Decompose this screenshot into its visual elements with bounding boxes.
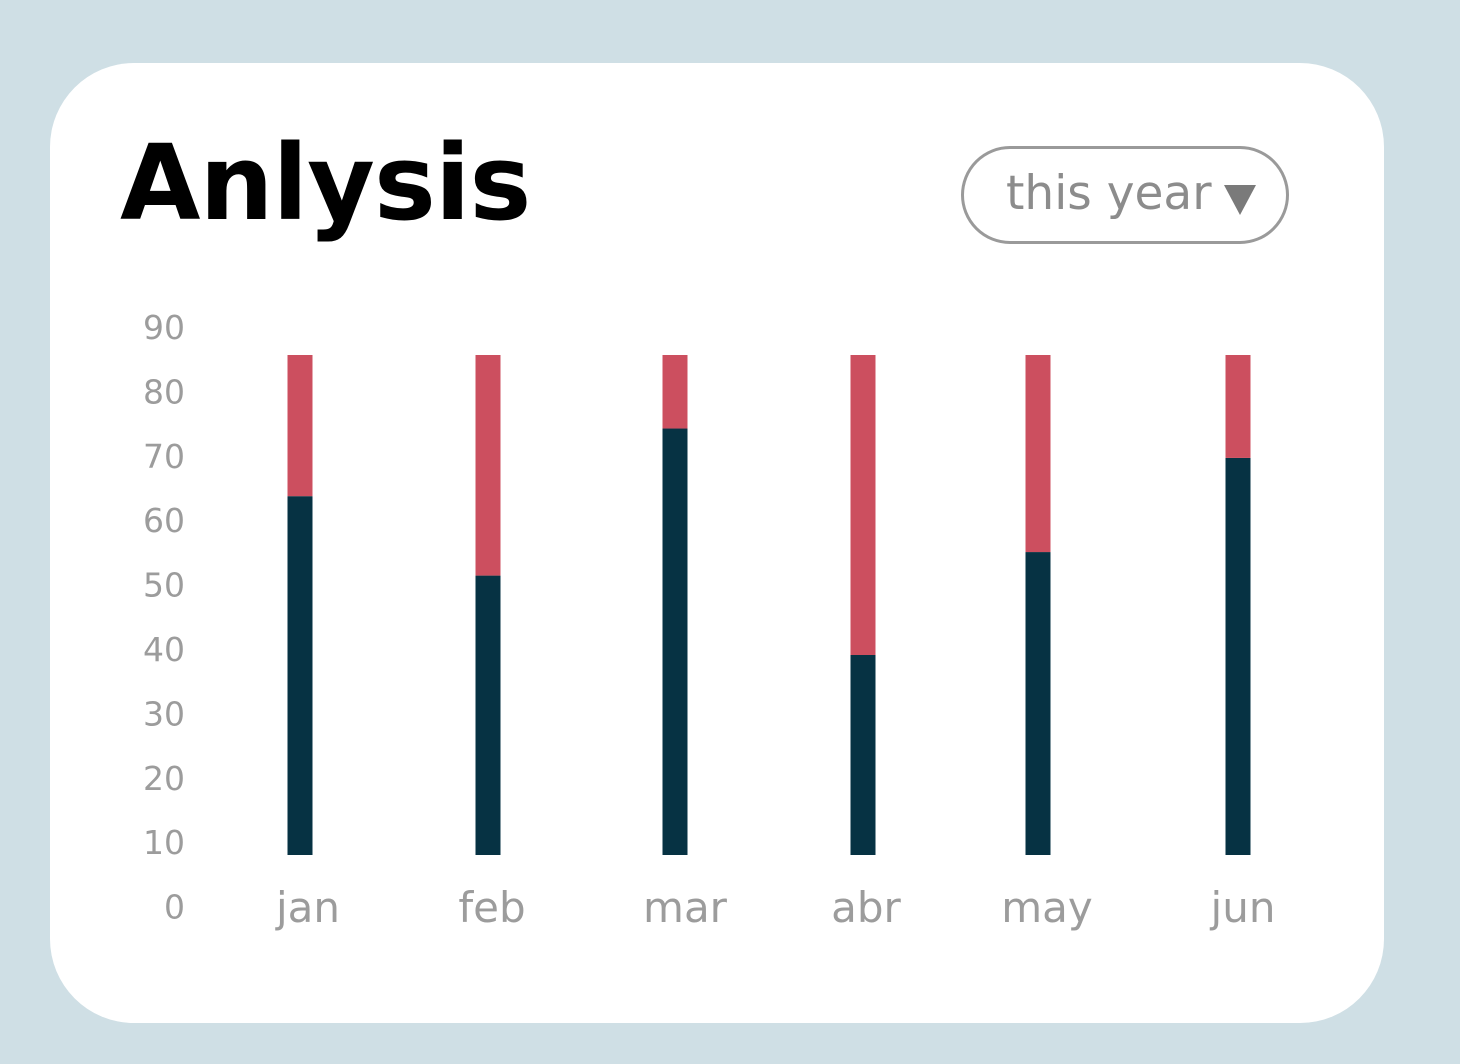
bar-jun-series-2: [1225, 355, 1251, 458]
x-tick-label-jan: jan: [275, 883, 340, 932]
y-tick-label: 80: [143, 372, 185, 411]
x-tick-label-feb: feb: [458, 883, 525, 932]
triangle-down-icon: [1224, 185, 1256, 215]
bar-mar-series-2: [662, 355, 688, 429]
x-tick-label-abr: abr: [831, 883, 901, 932]
period-dropdown[interactable]: this year: [961, 146, 1289, 244]
bar-mar-series-1: [662, 428, 688, 855]
bar-abr-series-2: [850, 355, 876, 655]
y-tick-label: 50: [143, 566, 185, 605]
page-title: Anlysis: [120, 122, 531, 244]
y-tick-label: 40: [143, 630, 185, 669]
bar-jan-series-1: [287, 496, 313, 855]
y-tick-label: 20: [143, 759, 185, 798]
bar-feb-series-1: [475, 575, 501, 855]
y-tick-label: 10: [143, 823, 185, 862]
y-tick-label: 0: [164, 888, 185, 927]
bar-feb-series-2: [475, 355, 501, 576]
y-tick-label: 70: [143, 437, 185, 476]
x-tick-label-jun: jun: [1210, 883, 1276, 932]
x-tick-label-may: may: [1001, 883, 1093, 932]
bar-jan-series-2: [287, 355, 313, 497]
period-dropdown-value: this year: [1006, 166, 1212, 221]
y-tick-label: 90: [143, 308, 185, 347]
bar-abr-series-1: [850, 655, 876, 855]
bar-may-series-2: [1025, 355, 1051, 553]
bar-jun-series-1: [1225, 457, 1251, 855]
y-tick-label: 30: [143, 694, 185, 733]
x-tick-label-mar: mar: [643, 883, 728, 932]
y-tick-label: 60: [143, 501, 185, 540]
bar-may-series-1: [1025, 552, 1051, 855]
